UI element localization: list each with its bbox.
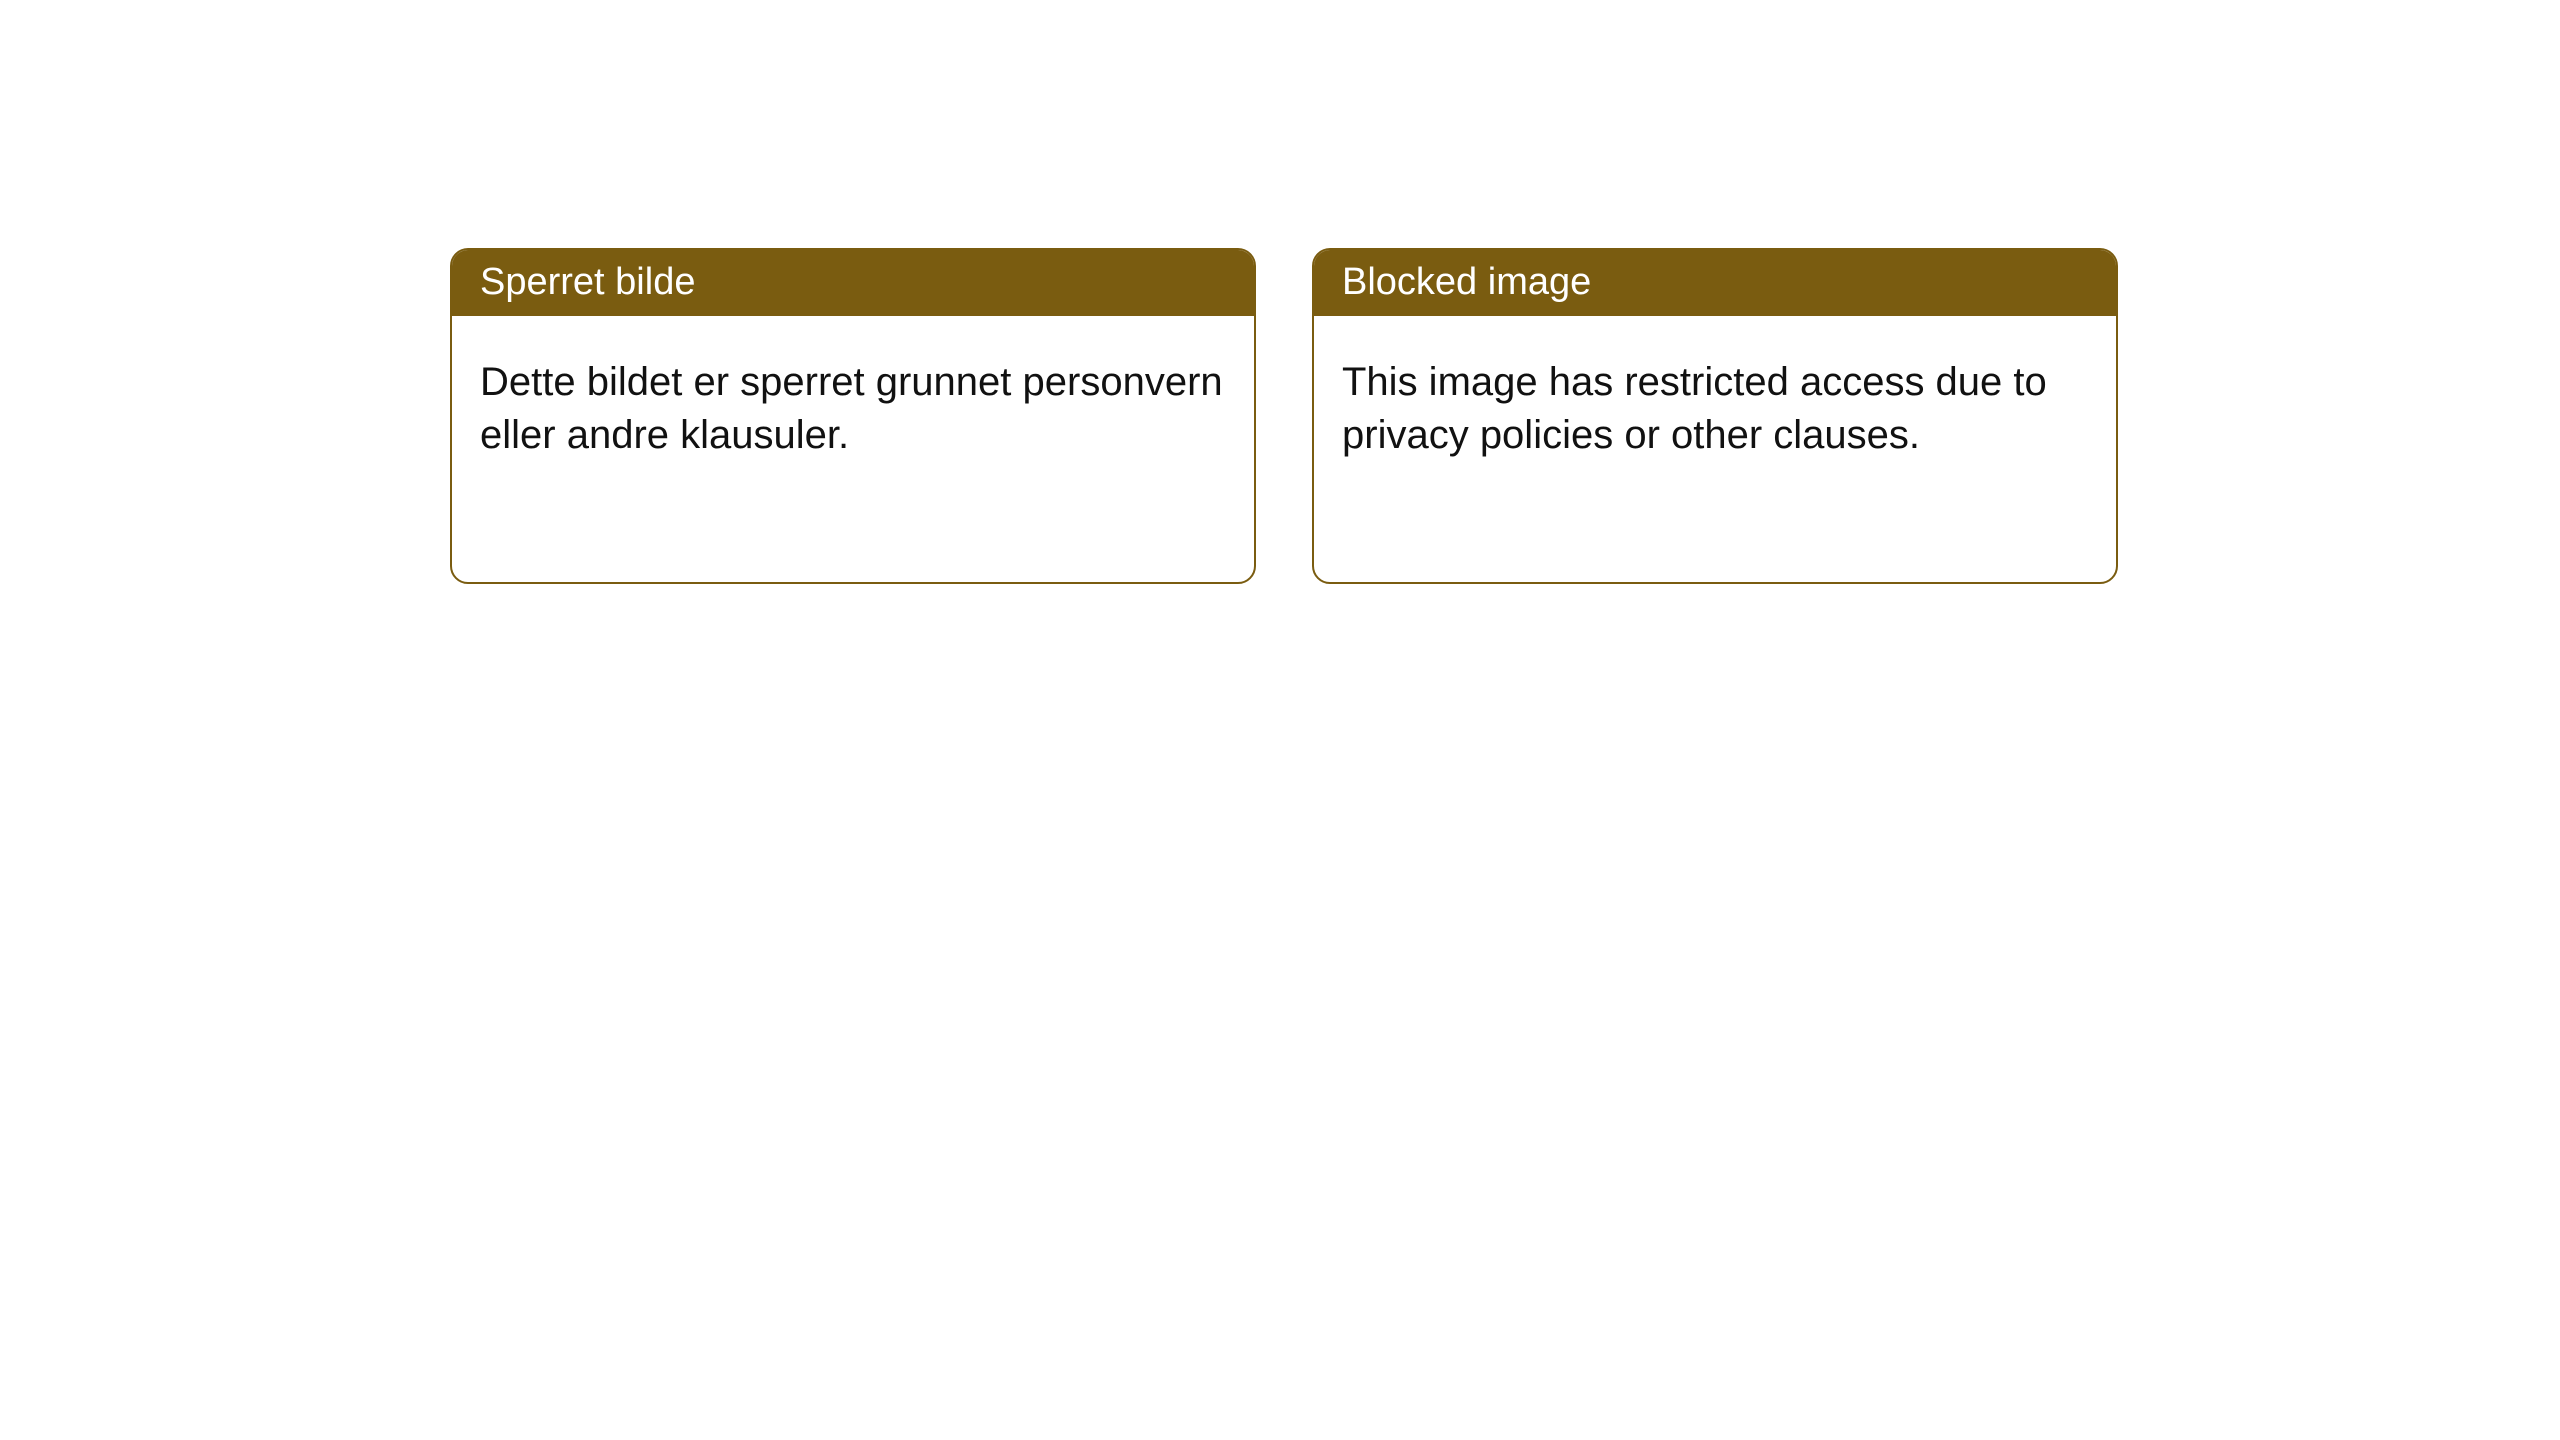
notice-box-norwegian: Sperret bilde Dette bildet er sperret gr… bbox=[450, 248, 1256, 584]
notice-body-norwegian: Dette bildet er sperret grunnet personve… bbox=[452, 316, 1254, 503]
notice-body-english: This image has restricted access due to … bbox=[1314, 316, 2116, 503]
notice-title-english: Blocked image bbox=[1314, 250, 2116, 316]
notice-container: Sperret bilde Dette bildet er sperret gr… bbox=[0, 0, 2560, 584]
notice-title-norwegian: Sperret bilde bbox=[452, 250, 1254, 316]
notice-box-english: Blocked image This image has restricted … bbox=[1312, 248, 2118, 584]
